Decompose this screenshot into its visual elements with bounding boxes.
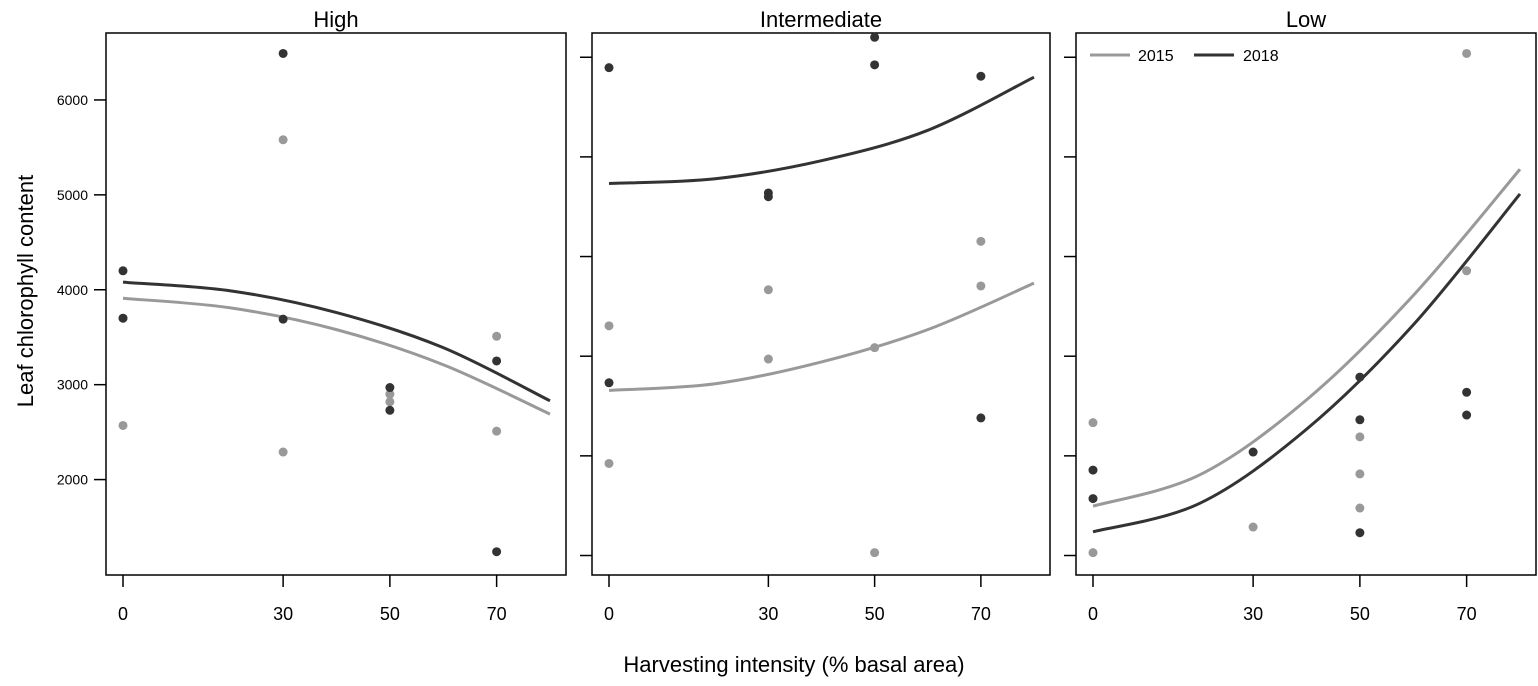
x-tick-label: 50 [380, 604, 400, 624]
fit-line-series-2015 [608, 281, 1035, 392]
point-series-2018 [1462, 387, 1472, 397]
point-series-2015 [1462, 48, 1472, 58]
point-series-2015 [118, 420, 128, 430]
y-tick-label: 4000 [57, 282, 88, 298]
point-series-2018 [870, 32, 880, 42]
y-axis-label: Leaf chlorophyll content [13, 175, 38, 407]
x-tick-label: 0 [118, 604, 128, 624]
point-series-2015 [385, 397, 395, 407]
point-series-2015 [604, 458, 614, 468]
point-series-2015 [1355, 469, 1365, 479]
point-series-2015 [763, 285, 773, 295]
point-series-2018 [604, 63, 614, 73]
point-series-2018 [492, 356, 502, 366]
y-tick-label: 5000 [57, 187, 88, 203]
point-series-2015 [1462, 266, 1472, 276]
point-series-2018 [976, 413, 986, 423]
point-series-2018 [1355, 528, 1365, 538]
point-series-2018 [763, 192, 773, 202]
panel-title: Intermediate [760, 7, 882, 32]
point-series-2018 [118, 313, 128, 323]
fit-line-series-2018 [608, 75, 1035, 185]
point-series-2018 [118, 266, 128, 276]
point-series-2018 [1355, 415, 1365, 425]
x-tick-label: 70 [1457, 604, 1477, 624]
point-series-2018 [278, 48, 288, 58]
point-series-2015 [870, 343, 880, 353]
point-series-2015 [870, 548, 880, 558]
point-series-2015 [1088, 548, 1098, 558]
point-series-2015 [278, 447, 288, 457]
x-axis-label: Harvesting intensity (% basal area) [623, 652, 964, 677]
point-series-2018 [278, 314, 288, 324]
point-series-2015 [976, 236, 986, 246]
x-tick-label: 50 [865, 604, 885, 624]
x-tick-label: 30 [273, 604, 293, 624]
panel-title: High [313, 7, 358, 32]
point-series-2015 [763, 354, 773, 364]
point-series-2018 [385, 383, 395, 393]
fit-line-series-2018 [122, 280, 551, 403]
point-series-2018 [492, 547, 502, 557]
x-tick-label: 70 [487, 604, 507, 624]
panel-1: High 0 30 50 70 2000 3000 4000 5000 6000 [57, 7, 567, 624]
y-tick-label: 3000 [57, 377, 88, 393]
panel-title: Low [1286, 7, 1326, 32]
plot-frame [105, 32, 567, 576]
point-series-2015 [492, 331, 502, 341]
point-series-2015 [492, 426, 502, 436]
point-series-2015 [1248, 522, 1258, 532]
point-series-2015 [1355, 432, 1365, 442]
panel-3: Low 0 30 50 70 [1064, 7, 1537, 624]
fit-line-series-2015 [122, 296, 551, 416]
panel-2: Intermediate 0 30 50 70 [580, 7, 1051, 624]
x-tick-label: 0 [604, 604, 614, 624]
plot-frame [1075, 32, 1537, 576]
fit-line-series-2015 [1092, 168, 1522, 508]
x-tick-label: 30 [758, 604, 778, 624]
fit-line-series-2018 [1092, 192, 1522, 534]
x-tick-label: 0 [1088, 604, 1098, 624]
point-series-2018 [1248, 447, 1258, 457]
point-series-2018 [1355, 372, 1365, 382]
x-tick-label: 30 [1243, 604, 1263, 624]
x-tick-label: 70 [971, 604, 991, 624]
point-series-2018 [1088, 494, 1098, 504]
point-series-2015 [604, 321, 614, 331]
legend-label-2018: 2018 [1243, 48, 1279, 65]
y-tick-label: 2000 [57, 472, 88, 488]
point-series-2018 [976, 71, 986, 81]
y-tick-label: 6000 [57, 92, 88, 108]
point-series-2018 [385, 405, 395, 415]
point-series-2018 [604, 378, 614, 388]
point-series-2018 [870, 60, 880, 70]
point-series-2015 [1088, 418, 1098, 428]
point-series-2015 [278, 135, 288, 145]
point-series-2015 [976, 281, 986, 291]
legend: 2015 2018 [1090, 48, 1279, 65]
point-series-2018 [1462, 410, 1472, 420]
plot-frame [591, 32, 1051, 576]
point-series-2015 [1355, 503, 1365, 513]
point-series-2018 [1088, 465, 1098, 475]
x-tick-label: 50 [1350, 604, 1370, 624]
point-series-2015 [385, 389, 395, 399]
legend-label-2015: 2015 [1138, 48, 1174, 65]
